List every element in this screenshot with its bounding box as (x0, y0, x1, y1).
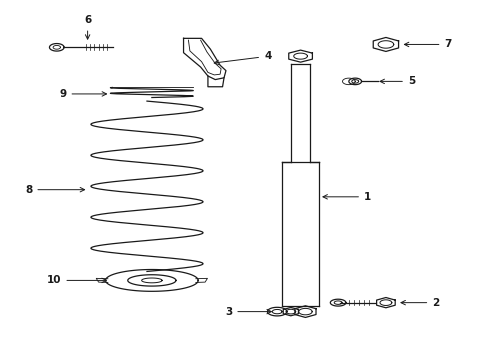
Text: 4: 4 (214, 51, 271, 65)
Text: 9: 9 (59, 89, 106, 99)
Text: 8: 8 (25, 185, 84, 195)
Text: 6: 6 (84, 15, 91, 39)
Text: 10: 10 (47, 275, 106, 285)
Text: 5: 5 (379, 76, 414, 86)
Text: 7: 7 (404, 40, 451, 49)
Text: 1: 1 (322, 192, 370, 202)
Text: 2: 2 (400, 298, 439, 308)
Text: 3: 3 (224, 307, 271, 316)
